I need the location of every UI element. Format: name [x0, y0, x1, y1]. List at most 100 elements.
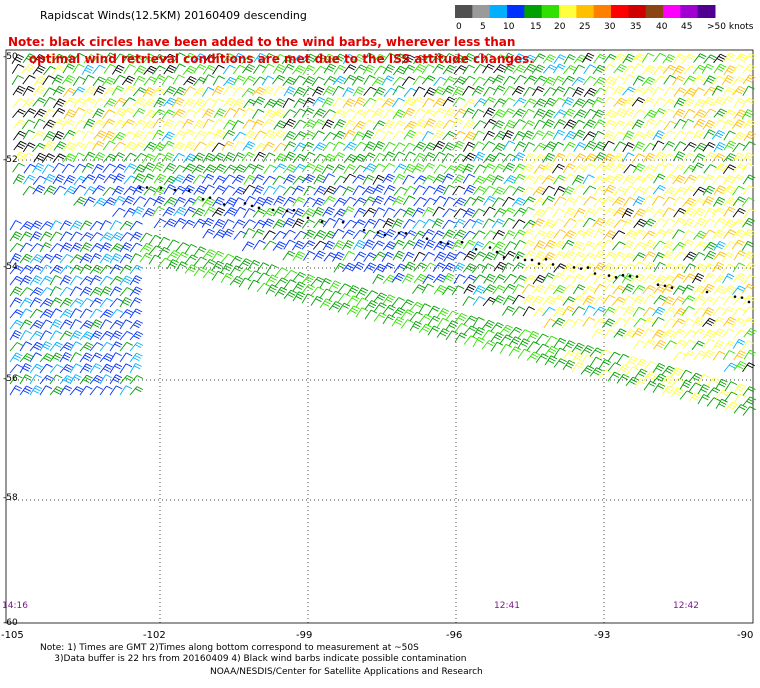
wind-barb — [262, 129, 276, 140]
wind-barb — [222, 129, 236, 140]
wind-barb — [293, 98, 306, 109]
wind-barb — [39, 330, 52, 341]
wind-barb — [29, 254, 44, 264]
note-line-2: optimal wind retrieval conditions are me… — [8, 52, 534, 66]
wind-barb — [62, 129, 76, 140]
wind-barb — [473, 52, 487, 63]
wind-barb — [602, 318, 616, 328]
wind-barb — [332, 53, 347, 63]
wind-barb — [572, 164, 587, 174]
wind-barb — [612, 274, 627, 284]
wind-barb — [462, 239, 476, 250]
wind-barb — [670, 367, 683, 378]
contamination-circle — [747, 300, 751, 304]
wind-barb — [553, 119, 567, 129]
wind-barb — [593, 283, 607, 294]
wind-barb — [712, 296, 726, 306]
wind-barb — [692, 87, 705, 98]
wind-barb — [603, 53, 617, 64]
wind-barb — [492, 109, 506, 119]
wind-barb — [412, 239, 426, 250]
contamination-circle — [586, 266, 590, 269]
wind-barb — [573, 141, 586, 152]
wind-barb — [132, 97, 147, 107]
wind-barb — [402, 107, 416, 118]
wind-barb — [247, 259, 261, 270]
wind-barb — [353, 251, 367, 262]
wind-barb — [343, 119, 356, 130]
wind-barb — [692, 153, 706, 164]
wind-barb — [29, 231, 43, 242]
wind-barb — [92, 53, 105, 64]
wind-barb — [19, 253, 33, 264]
wind-barb — [371, 195, 385, 206]
wind-barb — [81, 130, 95, 141]
wind-barb — [723, 197, 737, 207]
wind-barb — [472, 76, 486, 86]
wind-barb — [642, 285, 656, 295]
wind-barb — [322, 230, 336, 241]
wind-barb — [643, 109, 657, 119]
wind-barb — [53, 185, 67, 196]
wind-barb — [412, 219, 426, 229]
wind-barb — [562, 262, 575, 274]
wind-barb — [391, 218, 404, 229]
wind-barb — [672, 108, 686, 119]
wind-barb — [163, 184, 176, 195]
wind-barb — [613, 328, 627, 338]
wind-barb — [242, 219, 256, 229]
wind-barb — [463, 274, 477, 284]
wind-barb — [383, 195, 397, 206]
wind-barb — [310, 295, 324, 306]
wind-barb — [262, 86, 275, 97]
wind-barb — [513, 74, 527, 85]
wind-barb — [482, 218, 495, 229]
wind-barb — [532, 86, 545, 97]
wind-barb — [602, 284, 616, 294]
wind-barb — [157, 246, 171, 257]
wind-barb — [442, 64, 456, 75]
legend-label-0: 0 — [456, 22, 462, 32]
wind-barb — [392, 195, 405, 206]
wind-barb — [332, 130, 346, 141]
wind-barb — [452, 262, 466, 273]
wind-barb — [561, 97, 575, 108]
wind-barb — [352, 197, 367, 207]
wind-barb — [89, 297, 103, 308]
wind-barb — [232, 52, 245, 63]
wind-barb — [92, 108, 105, 119]
wind-barb — [19, 264, 34, 275]
wind-barb — [733, 393, 747, 404]
legend-swatch — [541, 5, 560, 18]
wind-barb — [123, 207, 137, 218]
wind-barb — [99, 297, 113, 308]
wind-barb — [651, 195, 665, 206]
wind-barb — [71, 141, 86, 152]
wind-barb — [743, 274, 757, 285]
wind-barb — [722, 328, 736, 338]
wind-barb — [602, 230, 616, 240]
wind-barb — [499, 324, 514, 334]
wind-barb — [382, 228, 397, 239]
wind-barb — [381, 75, 395, 86]
wind-barb — [562, 230, 576, 240]
wind-barb — [148, 245, 163, 255]
wind-barb — [563, 130, 577, 141]
wind-barb — [53, 141, 67, 151]
wind-barb — [152, 118, 165, 129]
wind-barb — [454, 332, 468, 343]
wind-barb — [109, 220, 122, 231]
wind-barb — [93, 130, 107, 140]
wind-barb — [133, 152, 148, 163]
wind-barb — [242, 163, 257, 173]
wind-barb — [631, 119, 645, 130]
wind-barb — [223, 76, 237, 87]
wind-barb — [353, 141, 368, 151]
wind-barb — [231, 98, 245, 109]
wind-barb — [523, 250, 537, 261]
wind-barb — [119, 352, 133, 363]
wind-barb — [262, 185, 276, 196]
wind-barb — [191, 164, 206, 174]
wind-barb — [526, 330, 540, 341]
wind-barb — [49, 297, 63, 308]
